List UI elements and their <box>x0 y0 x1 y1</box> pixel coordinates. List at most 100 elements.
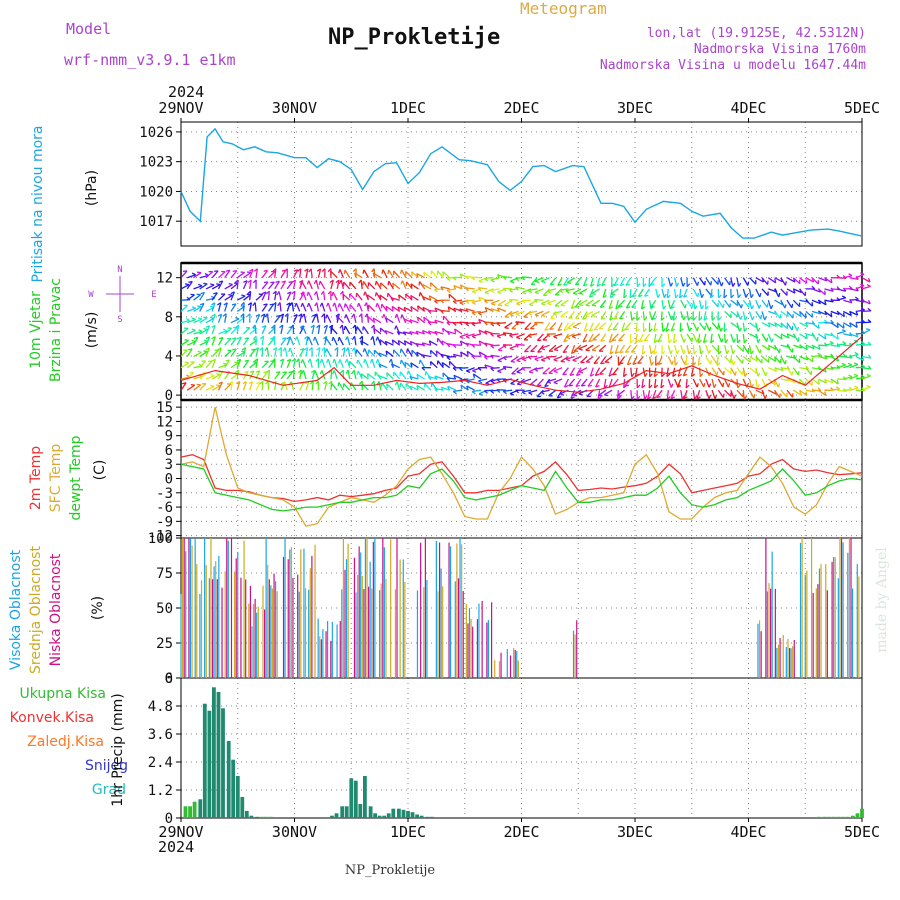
wind-barb-tip <box>502 366 507 371</box>
wind-barb-tip <box>446 321 451 326</box>
wind-barb-tip <box>696 326 700 331</box>
wind-barb-tip <box>329 279 334 283</box>
wind-barb <box>302 291 307 301</box>
wind-barb-tip <box>205 336 210 340</box>
wind-barb <box>349 304 357 312</box>
wind-barb <box>836 389 846 393</box>
wind-barb-tip <box>714 394 718 399</box>
wind-barb <box>242 347 247 357</box>
wind-barb <box>805 389 815 393</box>
wind-barb-tip <box>764 316 767 321</box>
wind-barb <box>316 302 320 312</box>
wind-barb-tip <box>427 376 432 381</box>
wind-barb <box>566 333 575 338</box>
wind-barb-tip <box>584 328 589 332</box>
wind-barb <box>612 322 619 331</box>
wind-barb-tip <box>726 350 730 355</box>
wind-barb <box>354 324 357 334</box>
wind-barb-tip <box>600 362 605 365</box>
precip-bar <box>358 804 363 818</box>
wind-barb <box>849 387 859 391</box>
wind-barb <box>673 356 676 366</box>
wind-barb <box>381 382 388 391</box>
wind-barb <box>521 389 532 393</box>
wind-barb-tip <box>836 323 839 328</box>
wind-barb-tip <box>496 322 501 327</box>
wind-barb-tip <box>734 371 737 376</box>
wind-barb-tip <box>335 279 340 284</box>
wind-barb <box>441 361 451 369</box>
wind-barb <box>290 381 295 391</box>
wind-barb-tip <box>557 396 562 399</box>
wind-barb-tip <box>710 281 713 286</box>
wind-barb-tip <box>823 319 828 323</box>
wind-barb <box>811 333 819 342</box>
wind-barb <box>230 327 238 335</box>
wind-barb-tip <box>575 305 580 308</box>
wind-barb <box>511 367 519 375</box>
wind-barb <box>767 344 777 351</box>
wind-barb <box>534 288 544 293</box>
wind-barb-tip <box>459 273 463 278</box>
wind-barb-tip <box>650 306 655 309</box>
wind-barb-tip <box>560 360 565 363</box>
wind-barb-tip <box>387 281 390 286</box>
wind-barb-tip <box>568 384 573 387</box>
wind-barb <box>346 336 351 346</box>
wind-barb <box>619 311 626 320</box>
wind-barb <box>416 384 426 391</box>
wind-barb <box>534 298 544 301</box>
wind-barb <box>667 356 673 365</box>
wind-barb <box>490 344 500 347</box>
wind-barb <box>786 344 793 353</box>
wind-barb <box>717 299 724 309</box>
wind-barb <box>570 299 576 309</box>
wind-barb <box>333 302 338 312</box>
wind-barb <box>799 389 808 397</box>
wind-barb <box>670 299 676 309</box>
wind-barb <box>434 330 444 335</box>
wind-barb-tip <box>697 362 702 366</box>
wind-barb <box>855 284 865 290</box>
wind-barb-tip <box>631 306 636 309</box>
wind-barb <box>843 355 853 359</box>
wind-barb <box>621 322 626 332</box>
wind-barb <box>217 302 222 312</box>
wind-barb <box>647 390 651 400</box>
wind-barb <box>459 367 469 369</box>
wind-barb-tip <box>560 315 565 318</box>
wind-barb-tip <box>608 306 614 310</box>
wind-barb <box>218 293 226 301</box>
wind-barb-tip <box>440 299 445 304</box>
wind-barb-tip <box>217 347 222 351</box>
wind-barb <box>199 274 209 279</box>
wind-barb <box>230 291 236 301</box>
wind-barb <box>466 367 475 372</box>
ytick-label: 9 <box>165 429 173 445</box>
wind-barb <box>230 373 239 380</box>
precip-bar <box>216 692 221 818</box>
wind-barb-tip <box>673 339 678 344</box>
wind-barb <box>236 279 239 289</box>
wind-barb <box>503 355 513 359</box>
wind-barb-tip <box>447 306 450 311</box>
wind-barb <box>274 280 280 290</box>
wind-barb <box>504 322 513 329</box>
precip-bar <box>382 815 387 818</box>
wind-barb-tip <box>343 269 346 275</box>
wind-barb-tip <box>282 371 287 374</box>
precip-bar <box>255 816 259 818</box>
wind-barb-tip <box>626 306 631 309</box>
wind-barb <box>805 367 812 376</box>
wind-barb <box>218 330 228 335</box>
wind-barb-tip <box>703 382 706 388</box>
wind-barb <box>630 367 633 377</box>
model-label: Model <box>66 20 111 38</box>
wind-barb-tip <box>824 290 826 295</box>
wind-barb-tip <box>627 362 632 366</box>
wind-barb-tip <box>860 374 865 378</box>
wind-barb <box>255 358 259 368</box>
wind-barb <box>254 302 257 312</box>
wind-barb <box>496 389 506 391</box>
wind-barb <box>349 293 357 301</box>
